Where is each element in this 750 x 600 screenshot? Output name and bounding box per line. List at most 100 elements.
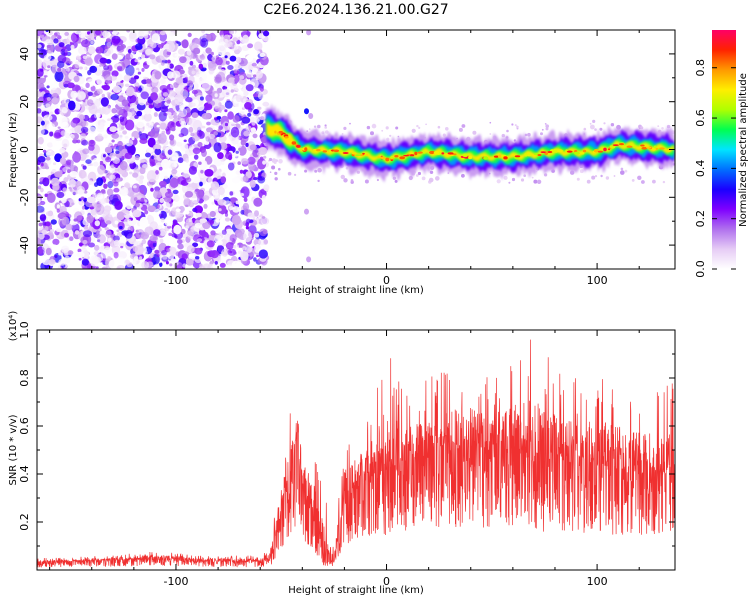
- noise-blob: [102, 30, 110, 38]
- signal-peak: [304, 147, 308, 152]
- noise-blob: [108, 30, 114, 33]
- noise-blob: [175, 214, 181, 219]
- noise-blob: [46, 97, 52, 101]
- noise-blob: [95, 216, 99, 220]
- noise-blob: [244, 245, 253, 253]
- noise-blob: [105, 38, 112, 43]
- noise-blob: [113, 239, 121, 247]
- noise-blob: [52, 140, 57, 147]
- noise-blob: [119, 225, 123, 230]
- noise-blob: [110, 93, 119, 101]
- noise-blob: [238, 111, 245, 116]
- noise-blob: [188, 126, 194, 133]
- noise-blob: [40, 187, 44, 193]
- noise-blob: [135, 229, 145, 239]
- faint-point: [545, 124, 549, 128]
- noise-blob: [217, 187, 225, 195]
- signal-peak: [284, 136, 289, 139]
- noise-blob: [227, 162, 235, 171]
- noise-blob: [184, 191, 194, 198]
- noise-blob: [156, 253, 160, 258]
- noise-blob: [263, 30, 270, 37]
- faint-point: [340, 174, 345, 180]
- noise-blob: [210, 181, 220, 191]
- noise-blob: [139, 167, 146, 175]
- noise-blob: [113, 251, 119, 259]
- noise-blob: [167, 149, 173, 155]
- noise-blob: [76, 185, 86, 195]
- noise-blob: [211, 201, 215, 205]
- noise-blob: [106, 42, 112, 48]
- noise-blob: [166, 99, 171, 104]
- faint-point: [514, 124, 517, 127]
- noise-blob: [252, 133, 258, 139]
- signal-peak: [619, 143, 624, 146]
- noise-blob: [141, 67, 145, 72]
- noise-blob: [61, 216, 70, 226]
- noise-blob: [124, 105, 131, 112]
- noise-blob: [203, 140, 210, 145]
- noise-blob: [88, 104, 98, 115]
- noise-blob: [86, 196, 96, 204]
- faint-point: [603, 122, 606, 125]
- noise-blob: [231, 177, 240, 184]
- signal-peak: [653, 145, 657, 149]
- noise-blob: [186, 230, 195, 239]
- x-tick-label: 100: [587, 575, 608, 588]
- noise-blob: [56, 204, 61, 209]
- isolated-feature: [306, 256, 312, 263]
- noise-blob: [94, 220, 101, 227]
- y-tick-label: 0.4: [18, 465, 31, 483]
- noise-blob: [259, 52, 266, 58]
- noise-blob: [40, 120, 45, 126]
- noise-blob: [169, 134, 175, 141]
- noise-blob: [223, 167, 229, 173]
- noise-blob: [171, 233, 177, 238]
- signal-peak: [447, 152, 454, 155]
- noise-blob: [241, 116, 251, 124]
- noise-blob: [50, 177, 60, 186]
- signal-peak: [362, 152, 365, 155]
- noise-blob: [232, 115, 240, 123]
- noise-blob: [182, 263, 187, 268]
- noise-blob: [121, 99, 129, 107]
- noise-blob: [235, 200, 240, 205]
- faint-point: [324, 126, 328, 129]
- noise-blob: [158, 262, 163, 267]
- noise-blob: [95, 35, 101, 42]
- noise-blob: [169, 177, 179, 188]
- noise-blob: [206, 121, 211, 126]
- noise-blob: [45, 156, 51, 161]
- noise-blob: [69, 236, 74, 241]
- noise-blob: [243, 130, 250, 137]
- noise-blob: [210, 250, 219, 259]
- noise-blob: [218, 125, 223, 131]
- noise-blob: [196, 238, 203, 243]
- faint-point: [657, 125, 660, 127]
- noise-blob: [74, 230, 80, 235]
- noise-blob: [154, 148, 162, 156]
- noise-blob: [225, 264, 234, 269]
- noise-blob: [90, 115, 96, 122]
- noise-blob: [111, 132, 119, 139]
- noise-blob: [223, 30, 230, 35]
- noise-blob: [82, 148, 90, 155]
- noise-blob: [134, 202, 140, 208]
- noise-blob: [82, 55, 88, 60]
- signal-peak: [640, 144, 645, 147]
- noise-blob: [231, 214, 241, 226]
- noise-blob: [79, 133, 87, 140]
- noise-blob: [149, 235, 158, 242]
- noise-blob: [124, 229, 133, 239]
- signal-peak: [390, 156, 394, 159]
- noise-blob: [99, 160, 104, 166]
- faint-point: [489, 133, 492, 135]
- noise-blob: [167, 59, 171, 64]
- noise-blob: [132, 209, 142, 218]
- noise-blob: [123, 93, 126, 98]
- noise-blob: [167, 71, 174, 79]
- noise-blob: [96, 75, 105, 86]
- noise-blob: [133, 256, 139, 261]
- noise-blob: [191, 89, 198, 95]
- noise-blob: [229, 191, 234, 196]
